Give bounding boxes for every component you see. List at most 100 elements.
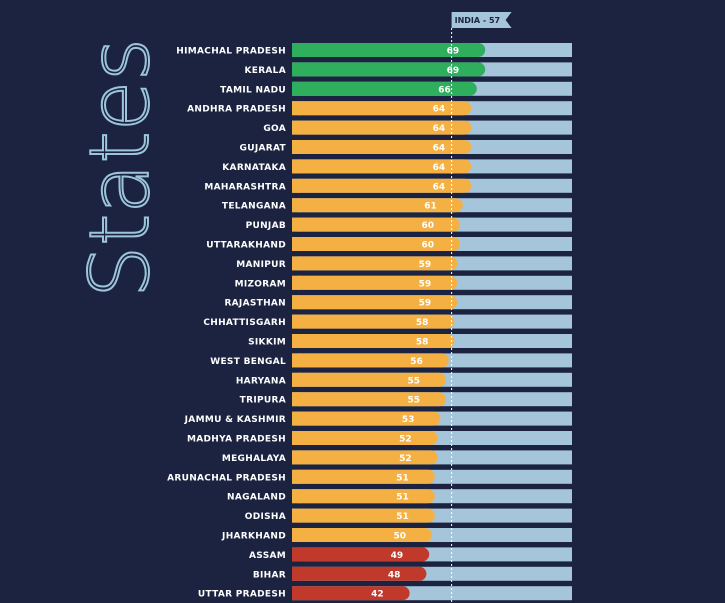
- bar-left-square: [292, 217, 300, 232]
- category-label: CHHATTISGARH: [203, 318, 286, 328]
- bar-left-square: [292, 295, 300, 310]
- category-label: SIKKIM: [248, 338, 286, 348]
- value-label: 59: [419, 299, 432, 309]
- reference-flag: [451, 12, 512, 28]
- bar: [292, 140, 472, 154]
- category-label: TRIPURA: [240, 396, 286, 406]
- bar: [292, 586, 410, 601]
- bar-left-square: [292, 275, 300, 290]
- value-label: 69: [447, 66, 460, 76]
- category-label: MANIPUR: [236, 260, 286, 270]
- value-label: 66: [438, 85, 451, 95]
- bar: [292, 120, 472, 135]
- bar-left-square: [292, 586, 300, 601]
- bar: [292, 372, 446, 387]
- value-label: 55: [407, 396, 420, 406]
- value-label: 59: [419, 260, 432, 270]
- category-label: MEGHALAYA: [222, 454, 286, 464]
- value-label: 48: [388, 570, 401, 580]
- bar-left-square: [292, 198, 300, 213]
- value-label: 64: [433, 144, 446, 154]
- bar-left-square: [292, 450, 300, 465]
- category-label: MADHYA PRADESH: [187, 435, 286, 445]
- value-label: 61: [424, 202, 437, 212]
- bar: [292, 489, 435, 504]
- category-label: RAJASTHAN: [224, 299, 286, 309]
- bar-left-square: [292, 314, 300, 329]
- category-label: GUJARAT: [240, 144, 287, 154]
- bar: [292, 295, 458, 310]
- category-label: PUNJAB: [246, 221, 286, 231]
- bar: [292, 334, 455, 348]
- bar-left-square: [292, 334, 300, 348]
- value-label: 60: [421, 241, 434, 251]
- bar-left-square: [292, 353, 300, 368]
- bar: [292, 431, 438, 445]
- value-label: 64: [433, 182, 446, 192]
- category-label: MAHARASHTRA: [204, 182, 286, 192]
- bar: [292, 566, 427, 581]
- bar-left-square: [292, 237, 300, 251]
- category-label: JHARKHAND: [221, 532, 286, 542]
- category-label: JAMMU & KASHMIR: [184, 415, 286, 425]
- value-label: 52: [399, 454, 412, 464]
- bar-left-square: [292, 547, 300, 562]
- bar-left-square: [292, 120, 300, 135]
- value-label: 49: [391, 551, 404, 561]
- bar: [292, 101, 472, 116]
- value-label: 55: [407, 376, 420, 386]
- category-label: TELANGANA: [222, 202, 286, 212]
- value-label: 51: [396, 473, 409, 483]
- category-label: MIZORAM: [235, 279, 286, 289]
- bar: [292, 237, 460, 251]
- bar: [292, 508, 435, 523]
- bar: [292, 469, 435, 484]
- bar: [292, 353, 449, 368]
- category-label: UTTAR PRADESH: [198, 590, 286, 600]
- value-label: 51: [396, 512, 409, 522]
- category-label: KARNATAKA: [222, 163, 286, 173]
- bar-left-square: [292, 508, 300, 523]
- bar-left-square: [292, 43, 300, 57]
- bar: [292, 392, 446, 407]
- bar-left-square: [292, 62, 300, 77]
- bar-left-square: [292, 566, 300, 581]
- bar: [292, 198, 463, 213]
- bar-left-square: [292, 101, 300, 116]
- value-label: 60: [421, 221, 434, 231]
- bar-left-square: [292, 489, 300, 504]
- category-label: NAGALAND: [227, 493, 286, 503]
- category-label: HARYANA: [236, 376, 286, 386]
- value-label: 52: [399, 435, 412, 445]
- category-label: GOA: [263, 124, 286, 134]
- bar: [292, 528, 432, 542]
- bar-left-square: [292, 528, 300, 542]
- value-label: 64: [433, 163, 446, 173]
- category-label: ANDHRA PRADESH: [187, 105, 286, 115]
- bar-left-square: [292, 469, 300, 484]
- bar-left-square: [292, 178, 300, 193]
- bar: [292, 256, 458, 271]
- category-label: WEST BENGAL: [210, 357, 286, 367]
- category-label: TAMIL NADU: [220, 85, 286, 95]
- value-label: 59: [419, 279, 432, 289]
- value-label: 50: [393, 532, 406, 542]
- category-label: BIHAR: [253, 570, 286, 580]
- bar: [292, 62, 486, 77]
- value-label: 69: [447, 47, 460, 57]
- category-label: ODISHA: [245, 512, 286, 522]
- bar: [292, 314, 455, 329]
- value-label: 56: [410, 357, 423, 367]
- value-label: 64: [433, 124, 446, 134]
- category-label: UTTARAKHAND: [206, 241, 286, 251]
- category-label: ARUNACHAL PRADESH: [167, 473, 286, 483]
- value-label: 51: [396, 493, 409, 503]
- category-label: ASSAM: [249, 551, 286, 561]
- bar: [292, 178, 472, 193]
- bar: [292, 159, 472, 174]
- value-label: 53: [402, 415, 415, 425]
- bar: [292, 450, 438, 465]
- value-label: 42: [371, 590, 384, 600]
